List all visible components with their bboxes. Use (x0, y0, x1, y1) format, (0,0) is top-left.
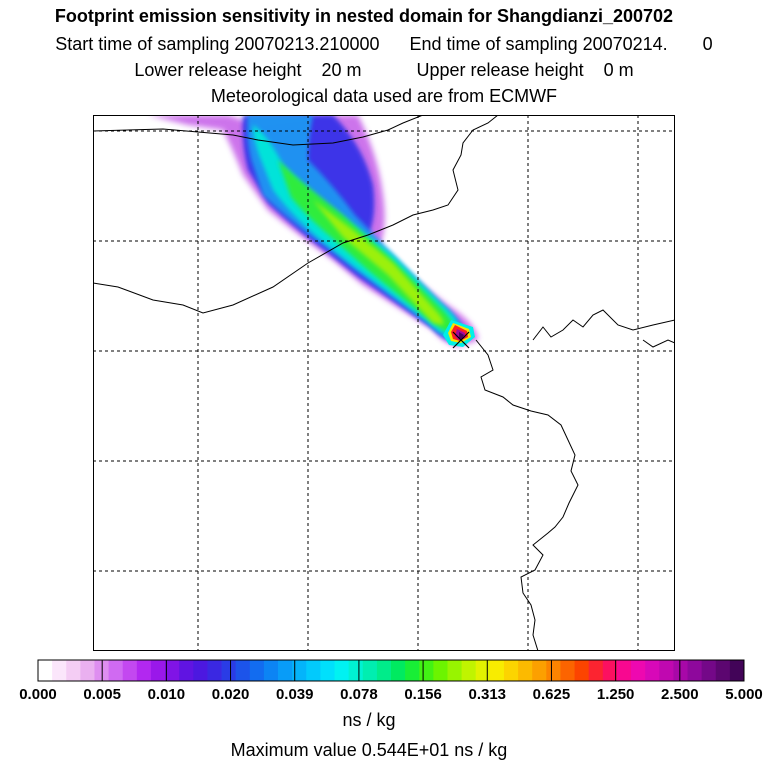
colorbar-cell (38, 660, 53, 681)
coastlines (93, 115, 675, 651)
colorbar-tick-label: 0.078 (340, 686, 378, 703)
colorbar-cell (701, 660, 717, 681)
colorbar-cell (278, 660, 293, 681)
sampling-times: Start time of sampling 20070213.210000 E… (55, 34, 713, 54)
colorbar-cell (518, 660, 533, 681)
colorbar-tick-label: 0.005 (83, 686, 121, 703)
colorbar-cell (122, 660, 138, 681)
maximum-value: Maximum value 0.544E+01 ns / kg (230, 740, 508, 760)
colorbar-cell (263, 660, 279, 681)
colorbar-cell (447, 660, 462, 681)
coastline-bohai-west (93, 115, 499, 314)
graticule (93, 115, 675, 651)
colorbar-cell (334, 660, 350, 681)
colorbar-cell (52, 660, 67, 681)
colorbar-cell (362, 660, 378, 681)
colorbar-tick-label: 5.000 (725, 686, 763, 703)
coastline-island (642, 339, 675, 348)
colorbar-cell (715, 660, 731, 681)
colorbar-cell (475, 660, 491, 681)
colorbar-cell (150, 660, 166, 681)
colorbar-cell (405, 660, 420, 681)
colorbar-cell (560, 660, 575, 681)
colorbar-tick-label: 0.010 (148, 686, 186, 703)
colorbar-cell (66, 660, 81, 681)
colorbar-cell (631, 660, 646, 681)
colorbar-tick-label: 0.020 (212, 686, 250, 703)
colorbar-cell (207, 660, 222, 681)
colorbar-cell (249, 660, 265, 681)
colorbar-cell (80, 660, 95, 681)
colorbar-cell (306, 660, 321, 681)
release-heights: Lower release height 20 m Upper release … (134, 60, 634, 80)
colorbar-cell (433, 660, 448, 681)
colorbar-tick-label: 2.500 (661, 686, 699, 703)
colorbar-cell (588, 660, 604, 681)
colorbar-cell (136, 660, 152, 681)
colorbar-cell (546, 660, 561, 681)
colorbar-cell (391, 660, 406, 681)
receptor-marker (452, 331, 470, 349)
emission-plume (148, 115, 478, 347)
plume-core-dark (459, 332, 464, 339)
colorbar-tick-label: 0.000 (19, 686, 57, 703)
colorbar-cell (489, 660, 505, 681)
colorbar-cells (37, 659, 745, 682)
colorbar-cell (348, 660, 364, 681)
colorbar-cell (729, 660, 745, 681)
colorbar-ticks: 0.000 0.005 0.010 0.020 0.039 0.078 0.156 0.313… (19, 660, 763, 703)
colorbar-cell (645, 660, 660, 681)
colorbar-tick-label: 0.039 (276, 686, 314, 703)
colorbar-cell (165, 660, 180, 681)
colorbar-tick-label: 0.313 (468, 686, 506, 703)
colorbar-cell (221, 660, 237, 681)
colorbar-cell (292, 660, 307, 681)
colorbar-cell (461, 660, 477, 681)
map-title: Footprint emission sensitivity in nested… (54, 6, 674, 26)
colorbar-tick-label: 0.625 (533, 686, 571, 703)
colorbar-cell (320, 660, 335, 681)
footprint-map (93, 115, 675, 651)
colorbar-cell (532, 660, 547, 681)
colorbar-cell (602, 660, 618, 681)
colorbar-cell (179, 660, 194, 681)
colorbar-cell (687, 660, 703, 681)
colorbar-cell (235, 660, 251, 681)
coastline-korea-east (532, 309, 675, 341)
colorbar-cell (503, 660, 519, 681)
colorbar-cell (574, 660, 590, 681)
colorbar-cell (616, 660, 632, 681)
colorbar-cell (108, 660, 124, 681)
coastline-north (93, 115, 424, 146)
colorbar-cell (659, 660, 674, 681)
coastline-korea (475, 339, 579, 651)
colorbar-tick-label: 0.156 (404, 686, 442, 703)
colorbar: 0.000 0.005 0.010 0.020 0.039 0.078 0.156 0.313… (19, 659, 763, 703)
colorbar-tick-label: 1.250 (597, 686, 635, 703)
map-frame (93, 115, 675, 651)
met-data-source: Meteorological data used are from ECMWF (210, 86, 558, 106)
colorbar-cell (193, 660, 208, 681)
colorbar-cell (419, 660, 434, 681)
plume-layer-yellowgreen (313, 200, 444, 325)
colorbar-unit: ns / kg (342, 710, 396, 730)
colorbar-cell (673, 660, 688, 681)
colorbar-cell (376, 660, 392, 681)
